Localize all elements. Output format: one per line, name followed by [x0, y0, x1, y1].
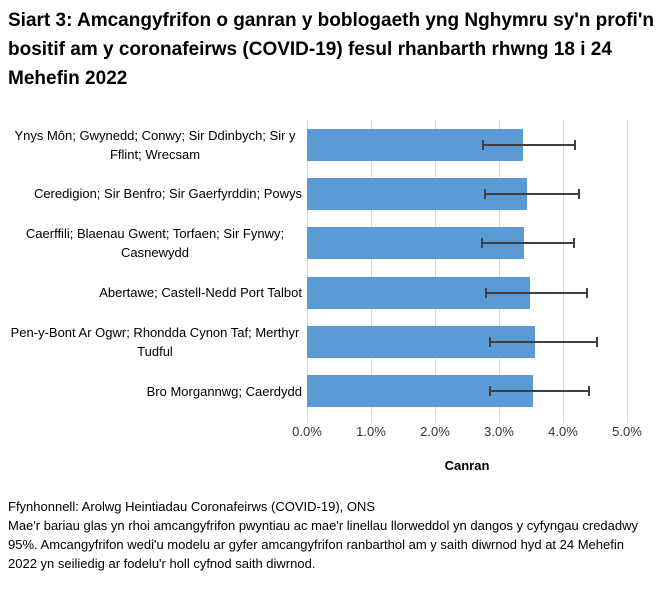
credible-interval-errorbar [489, 386, 590, 397]
category-axis-labels: Ynys Môn; Gwynedd; Conwy; Sir Ddinbych; … [8, 120, 302, 416]
bar-row [307, 367, 627, 416]
chart-title: Siart 3: Amcangyfrifon o ganran y boblog… [8, 10, 654, 89]
x-axis-tick-label: 4.0% [548, 424, 578, 439]
plot-area [307, 120, 628, 416]
errorbar-cap-left [483, 188, 486, 199]
category-label-row: Bro Morgannwg; Caerdydd [8, 367, 302, 416]
note-line: Mae'r bariau glas yn rhoi amcangyfrifon … [8, 518, 639, 571]
x-axis-tick [563, 416, 564, 422]
category-label: Ceredigion; Sir Benfro; Sir Gaerfyrddin;… [33, 186, 302, 202]
errorbar-cap-left [484, 287, 487, 298]
errorbar-cap-right [573, 238, 576, 249]
source-line: Ffynhonnell: Arolwg Heintiadau Coronafei… [8, 499, 376, 514]
bar-row [307, 120, 627, 169]
errorbar-cap-right [596, 336, 599, 347]
errorbar-cap-right [578, 188, 581, 199]
footnote: Ffynhonnell: Arolwg Heintiadau Coronafei… [8, 497, 654, 573]
bar-row [307, 169, 627, 218]
category-label: Caerffili; Blaenau Gwent; Torfaen; Sir F… [25, 226, 285, 261]
category-label-row: Caerffili; Blaenau Gwent; Torfaen; Sir F… [8, 219, 302, 268]
errorbar-cap-right [587, 386, 590, 397]
x-axis-tick-labels: 0.0% 1.0% 2.0% 3.0% 4.0% 5.0% [292, 424, 642, 442]
x-axis-ticks [307, 416, 628, 422]
errorbar-cap-left [481, 238, 484, 249]
x-axis-tick [307, 416, 308, 422]
x-axis-tick-label: 5.0% [612, 424, 642, 439]
credible-interval-errorbar [484, 287, 588, 298]
category-label: Pen-y-Bont Ar Ogwr; Rhondda Cynon Taf; M… [10, 324, 300, 359]
category-label: Abertawe; Castell-Nedd Port Talbot [99, 285, 302, 301]
errorbar-cap-right [585, 287, 588, 298]
category-label-row: Ceredigion; Sir Benfro; Sir Gaerfyrddin;… [8, 169, 302, 218]
x-axis-tick-label: 2.0% [420, 424, 450, 439]
credible-interval-errorbar [481, 238, 576, 249]
x-axis-tick [627, 416, 628, 422]
gridline [307, 120, 308, 416]
gridline [563, 120, 564, 416]
x-axis-tick [435, 416, 436, 422]
gridline [435, 120, 436, 416]
category-label: Ynys Môn; Gwynedd; Conwy; Sir Ddinbych; … [14, 127, 296, 162]
x-axis-tick-label: 0.0% [292, 424, 322, 439]
errorbar-cap-right [574, 139, 577, 150]
x-axis-title: Canran [444, 458, 490, 473]
bar-row [307, 219, 627, 268]
bar-row [307, 268, 627, 317]
errorbar-cap-left [489, 336, 492, 347]
errorbar-cap-left [489, 386, 492, 397]
errorbar-cap-left [482, 139, 485, 150]
category-label: Bro Morgannwg; Caerdydd [146, 383, 302, 399]
credible-interval-errorbar [483, 188, 581, 199]
x-axis-tick-label: 1.0% [356, 424, 386, 439]
x-axis-tick [499, 416, 500, 422]
x-axis-tick [371, 416, 372, 422]
credible-interval-errorbar [482, 139, 577, 150]
bar-row [307, 317, 627, 366]
gridline [499, 120, 500, 416]
gridline [371, 120, 372, 416]
category-label-row: Ynys Môn; Gwynedd; Conwy; Sir Ddinbych; … [8, 120, 302, 169]
x-axis-tick-label: 3.0% [484, 424, 514, 439]
category-label-row: Pen-y-Bont Ar Ogwr; Rhondda Cynon Taf; M… [8, 317, 302, 366]
credible-interval-errorbar [489, 336, 599, 347]
category-label-row: Abertawe; Castell-Nedd Port Talbot [8, 268, 302, 317]
gridline [627, 120, 628, 416]
